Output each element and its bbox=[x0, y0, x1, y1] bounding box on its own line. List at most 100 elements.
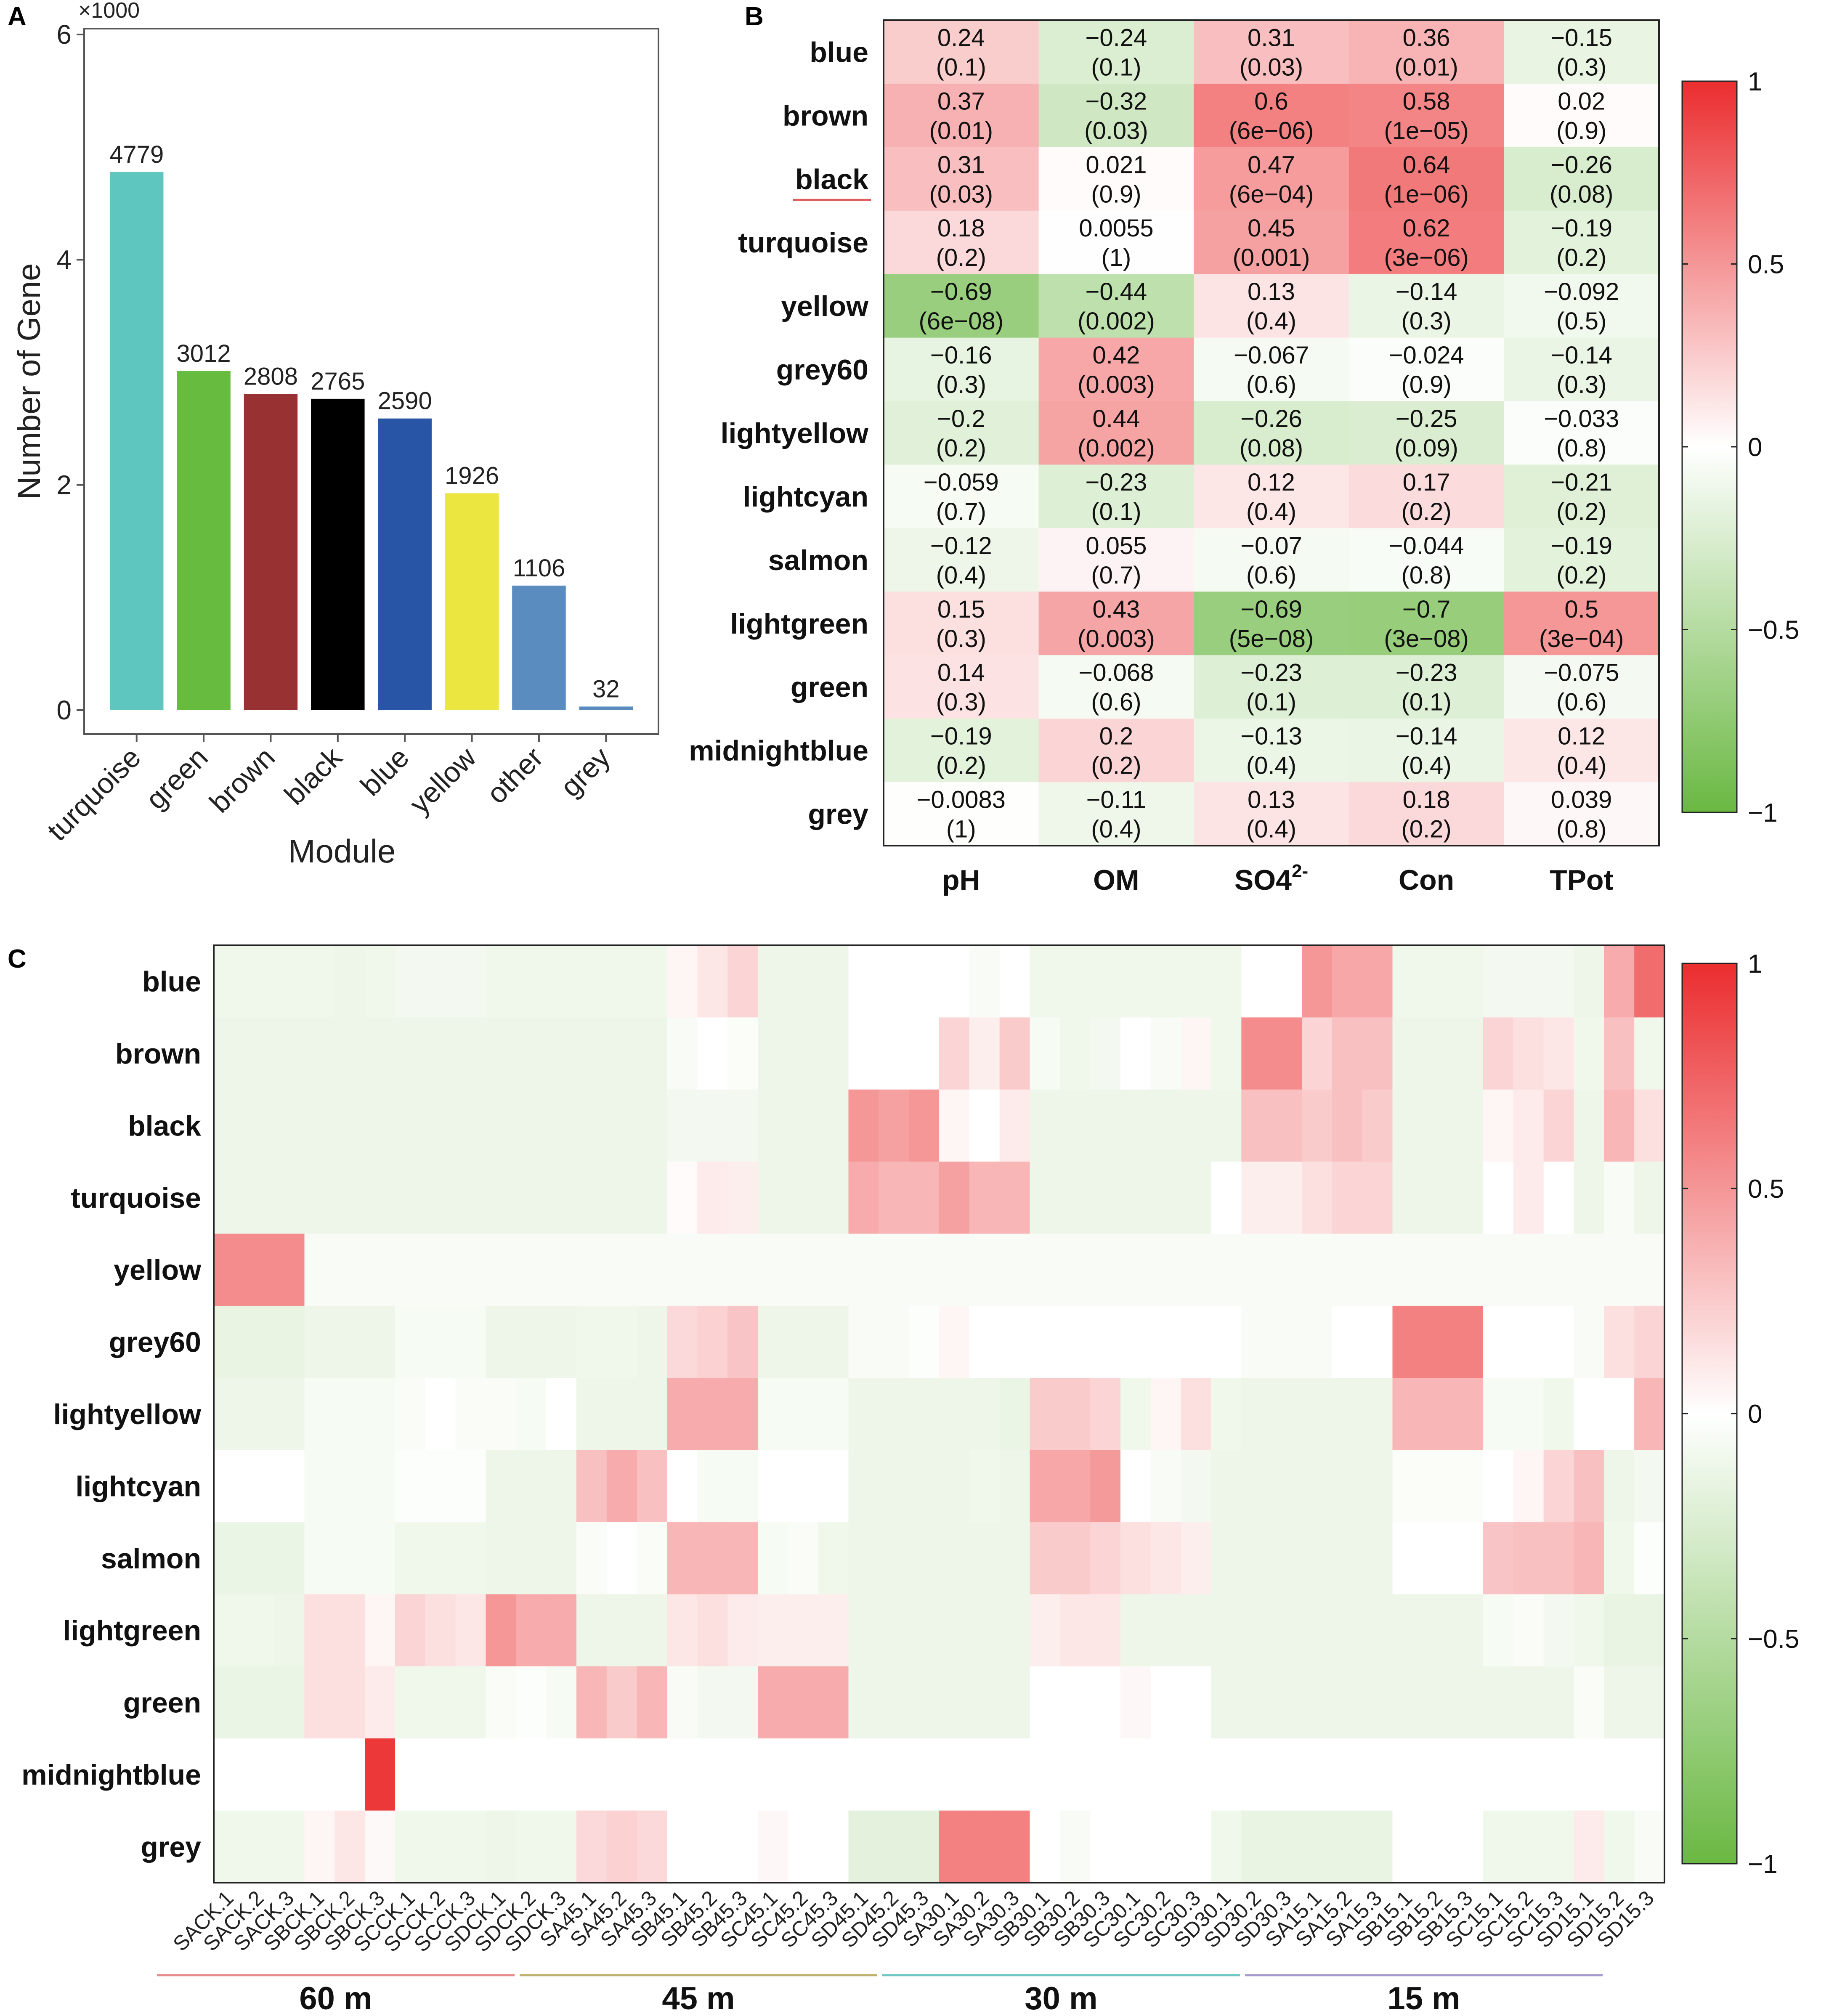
heatmap-cell bbox=[606, 1450, 637, 1523]
heatmap-cell bbox=[884, 210, 1039, 275]
heatmap-cell bbox=[939, 1305, 970, 1378]
heatmap-cell bbox=[667, 1522, 698, 1595]
cell-pvalue-label: (0.2) bbox=[1401, 498, 1451, 525]
heatmap-cell bbox=[1362, 1305, 1393, 1378]
heatmap-cell bbox=[1241, 1450, 1272, 1523]
cell-pvalue-label: (3e−04) bbox=[1539, 625, 1624, 653]
heatmap-cell bbox=[1181, 1089, 1212, 1162]
heatmap-cell bbox=[1453, 1450, 1484, 1523]
heatmap-cell bbox=[1483, 1666, 1514, 1739]
heatmap-cell bbox=[576, 945, 607, 1018]
heatmap-cell bbox=[848, 1666, 879, 1739]
heatmap-cell bbox=[1194, 20, 1349, 84]
row-label-green: green bbox=[791, 671, 868, 703]
panel-label-c: C bbox=[8, 944, 27, 974]
cell-pvalue-label: (0.2) bbox=[1401, 816, 1451, 843]
cell-pvalue-label: (0.4) bbox=[1246, 752, 1296, 780]
cell-pvalue-label: (0.003) bbox=[1078, 371, 1155, 398]
heatmap-cell bbox=[1272, 1522, 1302, 1595]
heatmap-cell bbox=[1090, 1666, 1121, 1739]
heatmap-cell bbox=[1030, 1233, 1060, 1306]
cell-correlation-label: 0.17 bbox=[1403, 469, 1450, 496]
heatmap-cell bbox=[848, 1522, 879, 1595]
bar-value-label: 3012 bbox=[177, 340, 231, 367]
heatmap-cell bbox=[727, 1594, 758, 1667]
heatmap-cell bbox=[1038, 655, 1194, 719]
heatmap-cell bbox=[1181, 1378, 1212, 1451]
heatmap-cell bbox=[1423, 1305, 1453, 1378]
cell-pvalue-label: (1) bbox=[946, 816, 976, 843]
heatmap-cell bbox=[395, 1089, 426, 1162]
heatmap-cell bbox=[516, 1594, 547, 1667]
heatmap-cell bbox=[304, 1666, 335, 1739]
heatmap-cell bbox=[1090, 1378, 1121, 1451]
heatmap-cell bbox=[1504, 337, 1659, 402]
heatmap-cell bbox=[214, 1594, 244, 1667]
heatmap-cell bbox=[1513, 1594, 1544, 1667]
heatmap-cell bbox=[274, 1233, 305, 1306]
heatmap-cell bbox=[1423, 1666, 1453, 1739]
heatmap-cell bbox=[546, 1666, 577, 1739]
row-label-grey60: grey60 bbox=[776, 354, 868, 386]
column-label-superscript: 2- bbox=[1292, 861, 1308, 881]
heatmap-cell bbox=[1060, 1738, 1091, 1811]
heatmap-cell bbox=[455, 1305, 486, 1378]
cbB-tick-label: −0.5 bbox=[1748, 616, 1799, 645]
column-label-text: Con bbox=[1399, 864, 1454, 896]
heatmap-cell bbox=[1241, 1089, 1272, 1162]
heatmap-cell bbox=[1483, 1738, 1514, 1811]
heatmap-cell bbox=[395, 1522, 426, 1595]
column-label-text: TPot bbox=[1550, 864, 1613, 896]
cell-correlation-label: −0.11 bbox=[1086, 786, 1146, 814]
heatmap-cell bbox=[1543, 1810, 1574, 1883]
heatmap-cell bbox=[244, 1233, 275, 1306]
heatmap-cell bbox=[1392, 1089, 1423, 1162]
cell-correlation-label: −0.25 bbox=[1396, 405, 1457, 432]
heatmap-cell bbox=[848, 1162, 879, 1234]
heatmap-cell bbox=[1272, 1666, 1302, 1739]
heatmap-cell bbox=[1120, 1305, 1151, 1378]
cell-pvalue-label: (0.5) bbox=[1556, 308, 1606, 335]
heatmap-cell bbox=[1362, 1162, 1393, 1234]
heatmap-cell bbox=[1513, 1522, 1544, 1595]
heatmap-cell bbox=[1504, 401, 1659, 465]
cell-correlation-label: 0.31 bbox=[937, 151, 985, 178]
heatmap-cell bbox=[637, 1594, 668, 1667]
heatmap-cell bbox=[999, 1738, 1030, 1811]
heatmap-cell bbox=[1120, 1666, 1151, 1739]
heatmap-cell bbox=[818, 1522, 849, 1595]
row-label-blue: blue bbox=[810, 36, 868, 68]
heatmap-cell bbox=[1302, 1305, 1333, 1378]
heatmap-cell bbox=[1543, 1450, 1574, 1523]
heatmap-cell bbox=[939, 1017, 970, 1090]
heatmap-cell bbox=[1194, 147, 1349, 211]
heatmap-cell bbox=[667, 1738, 698, 1811]
cell-correlation-label: 0.37 bbox=[937, 88, 985, 115]
heatmap-cell bbox=[848, 1594, 879, 1667]
heatmap-cell bbox=[637, 1450, 668, 1523]
cell-pvalue-label: (0.08) bbox=[1550, 180, 1614, 208]
heatmap-cell bbox=[214, 1305, 244, 1378]
heatmap-cell bbox=[1302, 1810, 1333, 1883]
heatmap-cell bbox=[395, 1305, 426, 1378]
heatmap-cell bbox=[576, 1162, 607, 1234]
heatmap-frame bbox=[883, 19, 1660, 846]
heatmap-cell bbox=[1604, 945, 1635, 1018]
bar-brown bbox=[244, 394, 298, 710]
cbB-tick-label: −1 bbox=[1748, 798, 1778, 828]
heatmap-cell bbox=[848, 1738, 879, 1811]
cell-correlation-label: −0.044 bbox=[1389, 532, 1464, 560]
heatmap-cell bbox=[969, 1017, 1000, 1090]
heatmap-cell bbox=[1090, 1738, 1121, 1811]
heatmap-cell bbox=[1453, 1666, 1484, 1739]
heatmap-cell bbox=[637, 1738, 668, 1811]
heatmap-cell bbox=[1120, 1233, 1151, 1306]
heatmap-cell bbox=[848, 1378, 879, 1451]
heatmap-cell bbox=[1038, 719, 1194, 783]
heatmap-cell bbox=[1423, 1594, 1453, 1667]
heatmap-cell bbox=[455, 1666, 486, 1739]
heatmap-cell bbox=[879, 1305, 909, 1378]
heatmap-cell bbox=[1150, 1738, 1181, 1811]
cell-correlation-label: 0.18 bbox=[937, 215, 985, 242]
heatmap-cell bbox=[1272, 1450, 1302, 1523]
